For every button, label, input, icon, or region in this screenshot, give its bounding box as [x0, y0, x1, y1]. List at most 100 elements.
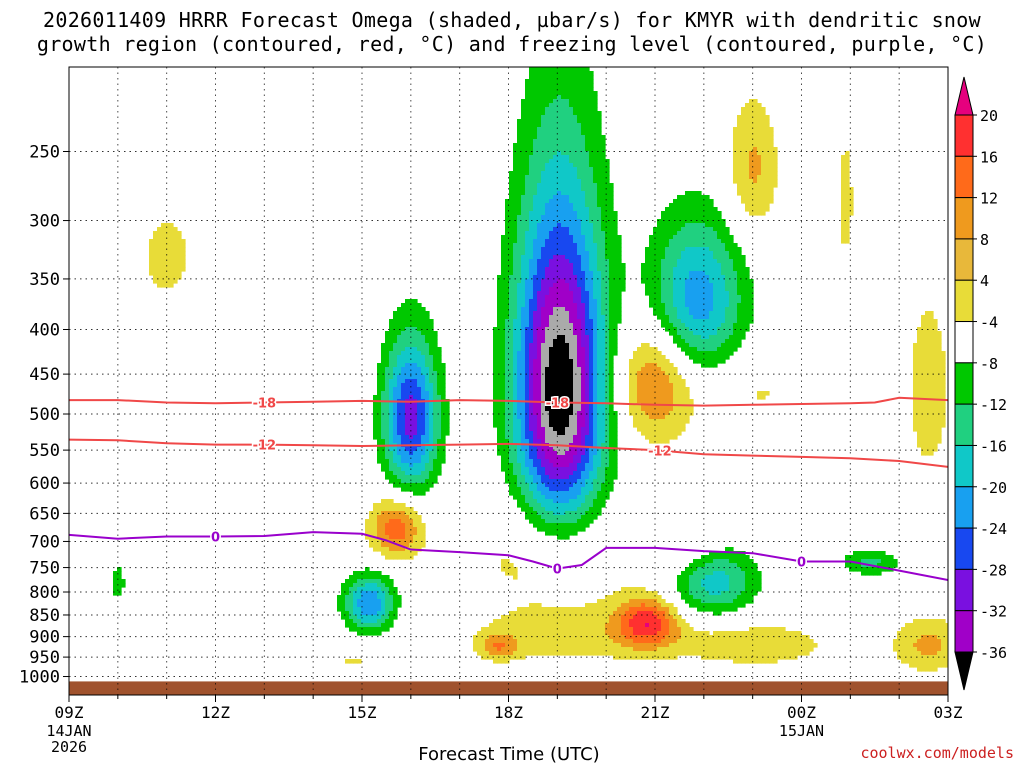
omega-cell	[537, 403, 542, 408]
omega-cell	[565, 71, 570, 76]
omega-cell	[601, 411, 606, 416]
omega-cell	[553, 431, 558, 436]
omega-cell	[425, 455, 430, 460]
omega-cell	[577, 303, 582, 308]
omega-cell	[149, 247, 154, 252]
omega-cell	[537, 651, 542, 656]
omega-cell	[549, 491, 554, 496]
omega-cell	[577, 339, 582, 344]
omega-cell	[545, 439, 550, 444]
omega-cell	[573, 71, 578, 76]
omega-cell	[389, 527, 394, 532]
omega-cell	[541, 415, 546, 420]
omega-cell	[557, 499, 562, 504]
omega-cell	[537, 355, 542, 360]
omega-cell	[601, 479, 606, 484]
omega-cell	[637, 375, 642, 380]
omega-cell	[609, 235, 614, 240]
omega-cell	[497, 423, 502, 428]
omega-cell	[617, 643, 622, 648]
omega-cell	[525, 619, 530, 624]
omega-cell	[401, 335, 406, 340]
omega-cell	[569, 435, 574, 440]
omega-cell	[573, 83, 578, 88]
omega-cell	[573, 651, 578, 656]
omega-cell	[161, 283, 166, 288]
omega-cell	[529, 335, 534, 340]
omega-cell	[613, 223, 618, 228]
omega-cell	[577, 131, 582, 136]
omega-cell	[573, 439, 578, 444]
omega-cell	[525, 615, 530, 620]
omega-cell	[529, 259, 534, 264]
omega-cell	[633, 367, 638, 372]
omega-cell	[585, 351, 590, 356]
omega-cell	[397, 415, 402, 420]
omega-cell	[545, 127, 550, 132]
omega-cell	[501, 619, 506, 624]
omega-cell	[561, 307, 566, 312]
omega-cell	[549, 311, 554, 316]
omega-cell	[601, 615, 606, 620]
omega-cell	[553, 259, 558, 264]
omega-cell	[529, 155, 534, 160]
omega-cell	[601, 239, 606, 244]
omega-cell	[565, 191, 570, 196]
omega-cell	[341, 611, 346, 616]
omega-cell	[549, 647, 554, 652]
omega-cell	[581, 383, 586, 388]
omega-cell	[417, 351, 422, 356]
omega-cell	[593, 635, 598, 640]
omega-cell	[605, 163, 610, 168]
omega-cell	[509, 571, 514, 576]
omega-cell	[401, 515, 406, 520]
omega-cell	[533, 99, 538, 104]
omega-cell	[381, 427, 386, 432]
omega-cell	[565, 339, 570, 344]
omega-cell	[521, 179, 526, 184]
omega-cell	[585, 143, 590, 148]
omega-cell	[581, 223, 586, 228]
omega-cell	[385, 523, 390, 528]
omega-cell	[569, 351, 574, 356]
omega-cell	[641, 427, 646, 432]
omega-cell	[621, 591, 626, 596]
omega-cell	[565, 183, 570, 188]
omega-cell	[349, 623, 354, 628]
omega-cell	[581, 131, 586, 136]
omega-cell	[581, 111, 586, 116]
omega-cell	[533, 111, 538, 116]
omega-cell	[553, 303, 558, 308]
omega-cell	[609, 475, 614, 480]
omega-cell	[605, 419, 610, 424]
omega-cell	[381, 503, 386, 508]
omega-cell	[545, 259, 550, 264]
omega-cell	[597, 479, 602, 484]
omega-cell	[585, 263, 590, 268]
omega-cell	[545, 471, 550, 476]
omega-cell	[533, 375, 538, 380]
omega-cell	[401, 475, 406, 480]
omega-cell	[517, 127, 522, 132]
omega-cell	[557, 367, 562, 372]
omega-cell	[525, 187, 530, 192]
omega-cell	[525, 371, 530, 376]
omega-cell	[413, 359, 418, 364]
omega-cell	[573, 403, 578, 408]
omega-cell	[537, 627, 542, 632]
omega-cell	[385, 599, 390, 604]
omega-cell	[585, 371, 590, 376]
omega-cell	[113, 591, 118, 596]
omega-cell	[581, 359, 586, 364]
omega-cell	[561, 267, 566, 272]
omega-cell	[393, 439, 398, 444]
omega-cell	[525, 415, 530, 420]
omega-cell	[553, 387, 558, 392]
omega-cell	[425, 479, 430, 484]
omega-cell	[357, 631, 362, 636]
omega-cell	[549, 151, 554, 156]
omega-cell	[625, 623, 630, 628]
omega-cell	[413, 527, 418, 532]
omega-cell	[609, 247, 614, 252]
